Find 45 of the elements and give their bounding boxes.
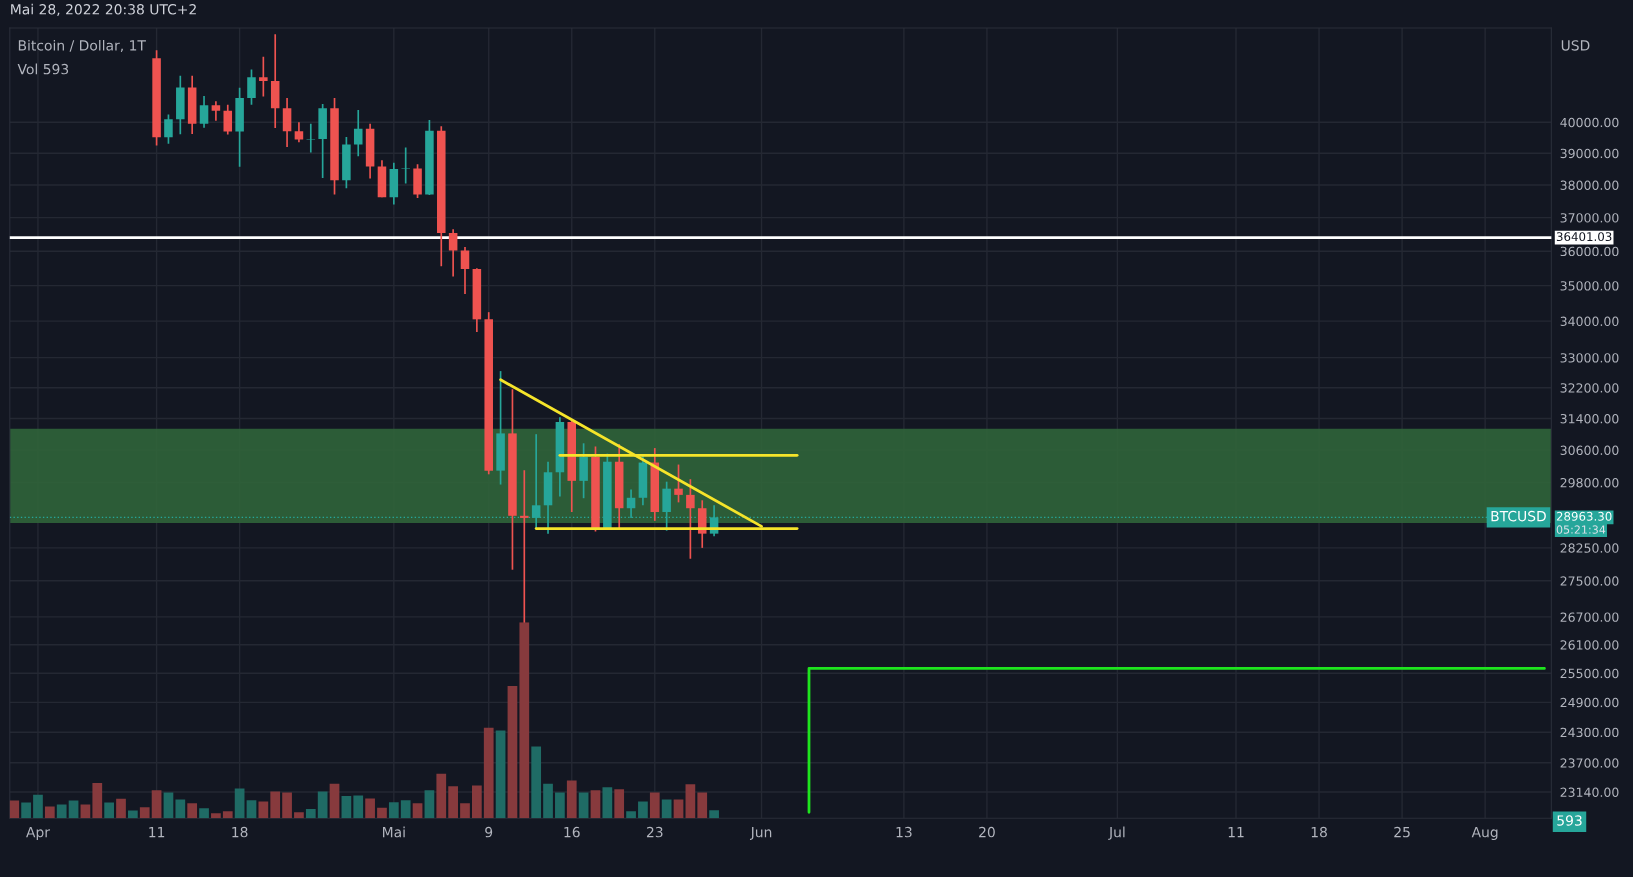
x-tick-label: Apr bbox=[26, 827, 50, 841]
x-tick-label: 18 bbox=[232, 826, 248, 838]
text: 593 bbox=[1557, 815, 1582, 826]
y-tick-label: 26100.00 bbox=[1560, 640, 1619, 650]
y-tick-label: 31400.00 bbox=[1560, 413, 1619, 424]
y-tick-label: 29800.00 bbox=[1560, 477, 1619, 488]
text: Mai 28, 2022 20:38 UTC+2 bbox=[11, 3, 196, 16]
annotation: Vol 593 bbox=[17, 63, 69, 75]
y-tick-label: 33000.00 bbox=[1560, 353, 1619, 363]
y-tick-label: 37000.00 bbox=[1560, 213, 1619, 223]
y-tick-label: 32200.00 bbox=[1560, 383, 1619, 393]
annotation: BTCUSD bbox=[1491, 510, 1546, 522]
x-tick-label: 23 bbox=[646, 826, 663, 838]
x-tick-label: Mai bbox=[383, 826, 405, 838]
x-tick-label: 18 bbox=[1311, 826, 1327, 838]
x-tick-label: Aug bbox=[1471, 827, 1498, 841]
y-tick-label: 24300.00 bbox=[1560, 727, 1619, 738]
x-tick-label: 20 bbox=[979, 826, 995, 838]
y-tick-label: 27500.00 bbox=[1560, 576, 1619, 586]
y-axis-title: USD bbox=[1561, 40, 1590, 51]
y-tick-label: 36000.00 bbox=[1560, 246, 1619, 257]
y-tick-label: 39000.00 bbox=[1560, 148, 1619, 159]
text: 05:21:34 bbox=[1556, 525, 1606, 534]
ref-line-label: 28963.30 bbox=[1556, 511, 1612, 521]
text: Bitcoin / Dollar, 1T bbox=[18, 39, 146, 53]
x-tick-label: Jun bbox=[749, 827, 772, 840]
y-tick-label: 26700.00 bbox=[1560, 612, 1619, 622]
y-tick-label: 40000.00 bbox=[1560, 117, 1619, 128]
y-tick-label: 23140.00 bbox=[1560, 787, 1619, 797]
y-tick-label: 38000.00 bbox=[1560, 180, 1619, 190]
x-tick-label: 13 bbox=[896, 826, 912, 838]
y-tick-label: 34000.00 bbox=[1560, 316, 1619, 327]
x-tick-label: 25 bbox=[1394, 826, 1410, 838]
x-tick-label: 11 bbox=[149, 827, 165, 838]
y-tick-label: 35000.00 bbox=[1560, 281, 1619, 291]
y-tick-label: 24900.00 bbox=[1560, 697, 1619, 708]
x-tick-label: 11 bbox=[1228, 827, 1244, 838]
x-tick-label: 16 bbox=[564, 826, 580, 838]
y-tick-label: 23700.00 bbox=[1560, 758, 1619, 768]
y-tick-label: 30600.00 bbox=[1560, 445, 1619, 455]
y-tick-label: 25500.00 bbox=[1560, 668, 1619, 679]
ref-line-label: 36401.03 bbox=[1556, 232, 1612, 242]
x-tick-label: Jul bbox=[1108, 826, 1125, 840]
x-tick-label: 9 bbox=[485, 826, 493, 838]
y-tick-label: 28250.00 bbox=[1560, 543, 1619, 553]
